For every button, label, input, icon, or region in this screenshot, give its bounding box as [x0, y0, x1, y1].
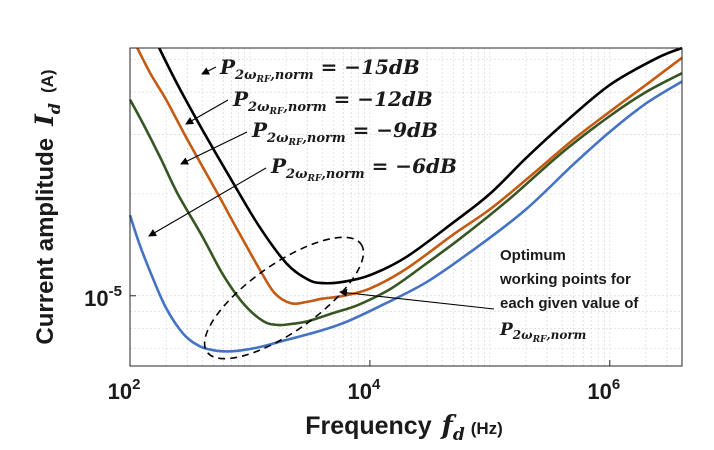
legend-sub2: ,norm — [320, 167, 364, 182]
legend-sub: 2ω — [266, 131, 289, 146]
series-line--15dB — [158, 46, 683, 285]
y-axis-title: Current amplitude — [32, 138, 59, 345]
legend-arrow--6dB — [148, 167, 267, 237]
legend-P: P — [270, 154, 287, 178]
annotation-subsub: RF — [532, 335, 547, 345]
x-axis-unit: (Hz) — [471, 419, 503, 438]
legend-subsub: RF — [306, 174, 321, 184]
grid — [129, 48, 683, 366]
y-axis-symbol: I — [30, 113, 59, 127]
legend-unit: dB — [426, 154, 457, 178]
legend-subsub: RF — [287, 138, 302, 148]
series-line--12dB — [136, 47, 683, 306]
y-tick-label: 10-5 — [84, 283, 122, 311]
y-tick-base: 10 — [84, 286, 108, 311]
legend-subsub: RF — [255, 75, 270, 85]
legend-arrow--12dB — [185, 99, 229, 125]
legend-subsub: RF — [268, 107, 283, 117]
plot-frame — [129, 47, 683, 367]
x-tick-base: 10 — [108, 379, 132, 404]
y-tick-exponent: -5 — [109, 283, 122, 300]
legend-eq: = −9 — [346, 118, 407, 142]
legend-eq: = −15 — [314, 55, 389, 79]
x-tick-label: 104 — [347, 376, 380, 404]
annotation-P: P — [499, 320, 514, 340]
x-tick-base: 10 — [347, 379, 371, 404]
legend-label--12dB: P2ωRF,norm = −12dB — [232, 87, 433, 117]
legend-sub2: ,norm — [301, 131, 345, 146]
annotation-symbol: P2ωRF,norm — [499, 320, 586, 345]
legend-unit: dB — [402, 87, 433, 111]
series-layer — [128, 46, 683, 353]
x-tick-label: 102 — [108, 376, 141, 404]
legend-sub: 2ω — [234, 68, 257, 83]
legend-label--6dB: P2ωRF,norm = −6dB — [270, 154, 457, 184]
legend-sub2: ,norm — [269, 68, 313, 83]
legend-eq: = −6 — [365, 154, 426, 178]
x-tick-label: 106 — [587, 376, 620, 404]
legend-P: P — [219, 55, 236, 79]
legend-arrow--9dB — [180, 131, 248, 165]
annotation-arrow — [339, 288, 495, 310]
x-axis-symbol-sub: d — [453, 425, 465, 445]
legend-arrow--15dB — [201, 66, 217, 75]
series-line--6dB — [128, 80, 683, 353]
legend-sub: 2ω — [285, 167, 308, 182]
annotation-line-2: working points for — [499, 271, 631, 288]
legend-sub: 2ω — [247, 100, 270, 115]
x-tick-exponent: 2 — [132, 376, 140, 393]
legend-label--15dB: P2ωRF,norm = −15dB — [219, 55, 420, 85]
annotation-sub: 2ω — [512, 328, 533, 342]
x-axis-title: Frequency — [305, 412, 432, 440]
annotation-sub2: ,norm — [545, 328, 586, 342]
optimum-annotation: Optimum working points for each given va… — [499, 247, 639, 345]
legend-sub2: ,norm — [282, 100, 326, 115]
x-axis-symbol: f — [440, 411, 457, 441]
y-axis-unit: (A) — [38, 69, 57, 93]
optimum-ellipse — [203, 236, 365, 360]
legend-P: P — [251, 118, 268, 142]
legend-unit: dB — [407, 118, 438, 142]
x-axis-label: Frequency fd (Hz) — [305, 411, 503, 445]
legend-unit: dB — [389, 55, 420, 79]
x-tick-exponent: 4 — [372, 376, 381, 393]
legend-label--9dB: P2ωRF,norm = −9dB — [251, 118, 438, 148]
y-axis-label: Current amplitude Id (A) — [30, 69, 64, 344]
legend-P: P — [232, 87, 249, 111]
legend-eq: = −12 — [327, 87, 402, 111]
y-axis-symbol-sub: d — [45, 103, 64, 114]
x-tick-base: 10 — [587, 379, 611, 404]
x-tick-exponent: 6 — [612, 376, 620, 393]
series-line--9dB — [128, 72, 683, 327]
annotation-line-1: Optimum — [500, 247, 566, 264]
annotation-line-3: each given value of — [500, 295, 639, 312]
